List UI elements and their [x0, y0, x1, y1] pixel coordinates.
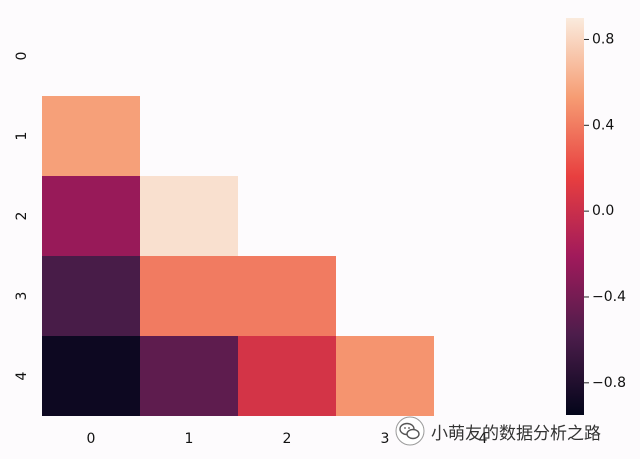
heatmap-cell-r4-c0 [42, 336, 140, 416]
heatmap-cell-r3-c2 [238, 256, 336, 336]
x-tick-label: 4 [479, 431, 488, 447]
watermark: 小萌友的数据分析之路 [395, 416, 601, 446]
y-tick-label: 3 [14, 292, 30, 301]
heatmap-cell-r4-c1 [140, 336, 238, 416]
heatmap-cell-r4-c2 [238, 336, 336, 416]
x-tick-label: 2 [283, 431, 292, 447]
heatmap-cell-r2-c1 [140, 176, 238, 256]
heatmap-cell-r3-c0 [42, 256, 140, 336]
colorbar-ticks: 0.8 0.4 0.0 −0.4 −0.8 [584, 31, 626, 391]
x-tick-label: 1 [185, 431, 194, 447]
wechat-icon [395, 416, 425, 446]
colorbar-tick-label: −0.8 [592, 375, 626, 391]
watermark-text: 小萌友的数据分析之路 [431, 423, 601, 444]
colorbar-tick-label: 0.4 [592, 117, 614, 133]
heatmap-cells [42, 96, 434, 416]
colorbar-tick-label: −0.4 [592, 289, 626, 305]
x-axis-ticks: 0 1 2 3 4 [87, 431, 488, 447]
colorbar-tick-label: 0.0 [592, 203, 614, 219]
y-tick-label: 4 [14, 371, 30, 380]
colorbar [566, 18, 584, 415]
heatmap-cell-r2-c0 [42, 176, 140, 256]
heatmap-cell-r1-c0 [42, 96, 140, 176]
y-tick-label: 2 [14, 212, 30, 221]
y-tick-label: 1 [14, 132, 30, 141]
y-tick-label: 0 [14, 52, 30, 61]
y-axis-ticks: 0 1 2 3 4 [14, 52, 30, 381]
heatmap-cell-r3-c1 [140, 256, 238, 336]
heatmap-cell-r4-c3 [336, 336, 434, 416]
colorbar-tick-label: 0.8 [592, 31, 614, 47]
x-tick-label: 0 [87, 431, 96, 447]
x-tick-label: 3 [381, 431, 390, 447]
